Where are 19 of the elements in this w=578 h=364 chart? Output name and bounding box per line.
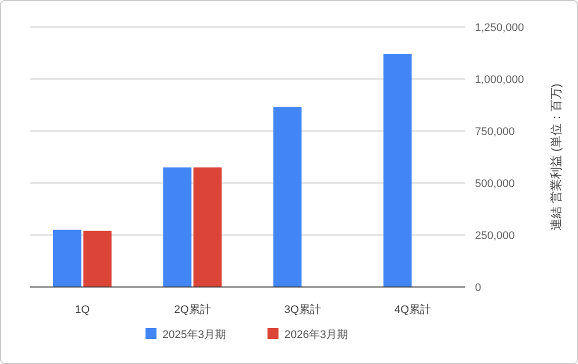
y-axis-title: 連結 営業利益 (単位：百万): [549, 84, 563, 230]
x-tick-label: 4Q累計: [394, 303, 432, 316]
y-tick-label: 250,000: [475, 230, 515, 242]
x-tick-label: 3Q累計: [284, 303, 321, 316]
x-tick-label: 2Q累計: [174, 303, 211, 316]
legend-label: 2025年3月期: [162, 328, 226, 341]
y-tick-label: 500,000: [475, 178, 515, 190]
y-tick-label: 1,250,000: [475, 22, 524, 34]
bar: [163, 167, 192, 287]
bar: [193, 167, 222, 287]
bar: [273, 107, 302, 287]
y-tick-label: 750,000: [475, 126, 515, 138]
bar: [53, 230, 82, 287]
bar: [83, 230, 112, 287]
y-tick-label: 1,000,000: [475, 74, 524, 86]
y-tick-label: 0: [475, 282, 482, 294]
bar: [383, 54, 412, 287]
legend-label: 2026年3月期: [284, 328, 348, 341]
x-tick-label: 1Q: [74, 304, 90, 316]
